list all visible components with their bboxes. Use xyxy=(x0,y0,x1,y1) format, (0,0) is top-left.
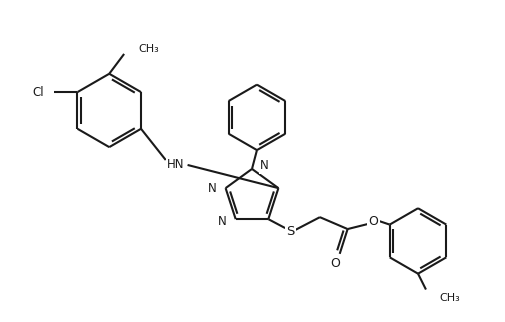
Text: N: N xyxy=(208,182,216,194)
Text: CH₃: CH₃ xyxy=(138,44,159,54)
Text: N: N xyxy=(218,215,226,228)
Text: O: O xyxy=(368,215,378,228)
Text: CH₃: CH₃ xyxy=(439,293,460,303)
Text: Cl: Cl xyxy=(32,86,44,99)
Text: O: O xyxy=(329,257,339,270)
Text: S: S xyxy=(285,224,294,238)
Text: N: N xyxy=(260,159,268,173)
Text: HN: HN xyxy=(167,158,184,172)
